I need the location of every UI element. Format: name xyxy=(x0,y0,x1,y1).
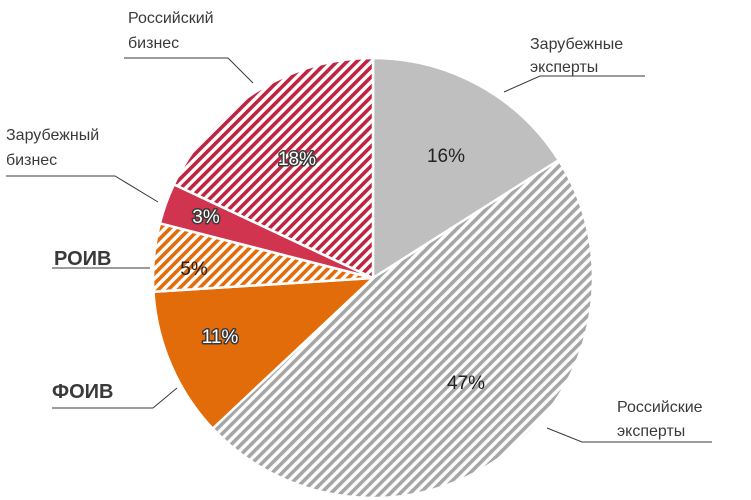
pie-slice xyxy=(371,56,560,280)
pie-slice xyxy=(211,158,595,500)
leader-line xyxy=(503,75,645,93)
percent-label: 11% xyxy=(202,327,239,348)
slice-label: бизнес xyxy=(128,35,179,52)
leader-line xyxy=(546,427,712,443)
slice-label: Зарубежный xyxy=(6,127,99,144)
slice-label: Зарубежные xyxy=(530,36,623,53)
slice-label: Российские xyxy=(617,399,703,416)
slice-label: эксперты xyxy=(617,423,685,440)
leader-line xyxy=(124,57,254,84)
slice-label: эксперты xyxy=(530,59,598,76)
leader-line xyxy=(52,387,178,409)
percent-label: 3% xyxy=(192,207,220,228)
percent-label-outline: 3% xyxy=(192,207,220,228)
slice-label: Российский xyxy=(128,10,214,27)
percent-label-outline: 18% xyxy=(278,149,316,170)
percent-label: 5% xyxy=(180,259,208,280)
slice-label: РОИВ xyxy=(54,248,111,270)
slice-label: бизнес xyxy=(6,152,57,169)
percent-label: 18% xyxy=(278,149,316,170)
slice-label: ФОИВ xyxy=(52,381,113,403)
leader-line xyxy=(6,175,159,203)
pie-slice xyxy=(172,56,375,280)
percent-label: 16% xyxy=(427,146,465,167)
pie-slices xyxy=(151,56,595,500)
percent-label: 47% xyxy=(447,373,485,394)
leader-lines xyxy=(6,57,712,443)
pie-slice xyxy=(152,276,375,430)
slice-labels: Зарубежные эксперты Российские эксперты ФОИВ… xyxy=(6,10,703,440)
percent-labels: 16%47%11%11%5%3%3%18%18% xyxy=(180,146,485,394)
percent-label-outline: 11% xyxy=(202,327,239,348)
